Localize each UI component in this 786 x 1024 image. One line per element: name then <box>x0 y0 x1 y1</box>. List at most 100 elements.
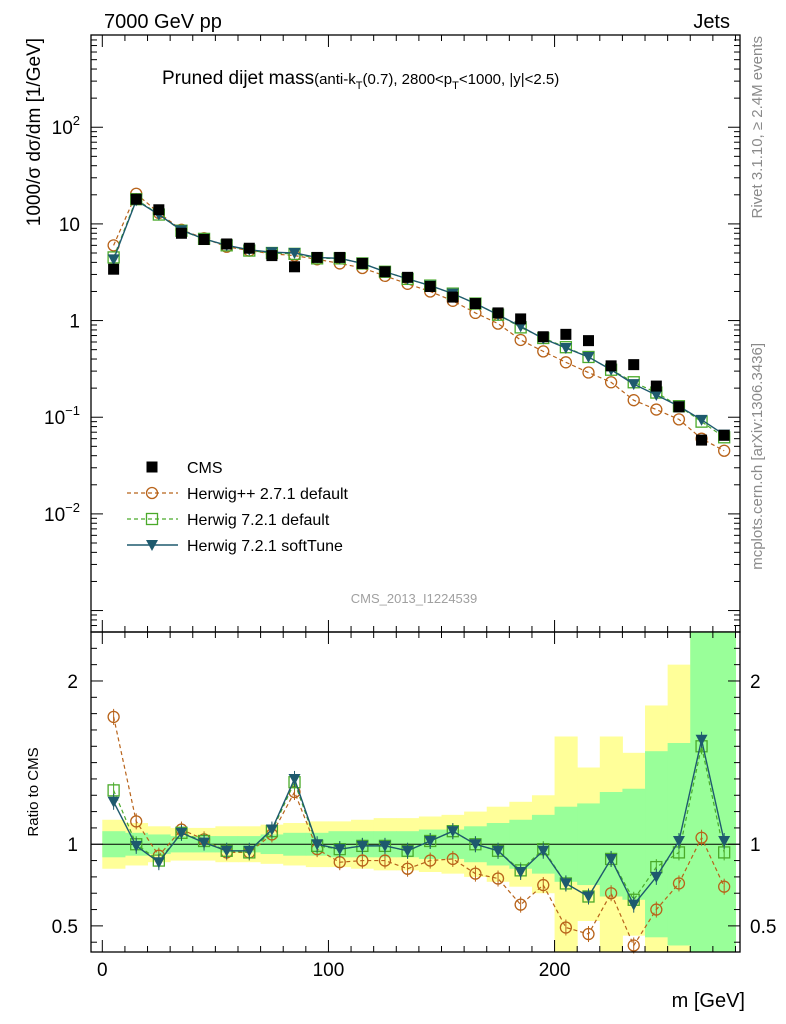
ratio-point-softtune <box>514 867 527 878</box>
plot-title: Pruned dijet mass(anti-kT(0.7), 2800<pT<… <box>162 68 559 92</box>
data-point-cms <box>696 434 708 446</box>
ratio-point-herwigpp <box>356 854 369 867</box>
ratio-point-softtune <box>378 840 391 852</box>
ratio-point-herwigpp <box>650 903 663 916</box>
data-point-cms <box>153 204 165 216</box>
ratio-point-softtune <box>198 837 211 849</box>
ratio-point-softtune <box>175 827 188 839</box>
ratio-point-herwigpp <box>424 854 437 867</box>
legend-label-herwig721: Herwig 7.2.1 default <box>187 512 330 529</box>
legend: CMS Herwig++ 2.7.1 default Herwig 7.2.1 de… <box>127 460 349 555</box>
ratio-point-herwigpp <box>672 877 686 890</box>
legend-marker-cms <box>146 461 158 473</box>
main-ytick-label: 10−1 <box>44 403 80 429</box>
ratio-point-softtune <box>537 845 550 857</box>
ratio-point-softtune <box>152 857 165 869</box>
ratio-ytick-label: 1 <box>67 835 78 856</box>
ratio-point-softtune <box>243 845 256 857</box>
ratio-point-herwigpp <box>514 898 527 911</box>
data-point-cms <box>175 227 187 239</box>
ratio-point-softtune <box>401 845 414 857</box>
ratio-point-softtune <box>627 899 640 911</box>
data-point-cms <box>356 257 368 269</box>
ratio-point-herwigpp <box>378 854 392 867</box>
ratio-line-herwigpp <box>113 716 725 947</box>
ratio-ytick-label-right: 1 <box>750 835 761 856</box>
data-point-cms <box>311 251 323 263</box>
data-point-cms <box>515 313 527 325</box>
data-point-softtune <box>627 379 640 391</box>
series-herwigpp <box>107 187 731 457</box>
data-point-herwigpp <box>537 345 550 358</box>
data-point-cms <box>198 233 210 245</box>
series-softtune <box>107 195 731 441</box>
data-point-herwigpp <box>604 376 618 389</box>
legend-marker-softtune <box>146 540 158 551</box>
title-cuts-sub: T <box>356 80 363 92</box>
data-point-herwigpp <box>672 413 686 426</box>
ratio-point-herwigpp <box>604 887 618 900</box>
title-cuts-2: (0.7), 2800<p <box>363 71 453 88</box>
ratio-point-softtune <box>469 839 482 851</box>
series-cms <box>108 193 730 446</box>
title-cuts-sub2: T <box>452 80 459 92</box>
ratio-point-softtune <box>107 796 120 808</box>
legend-label-softtune: Herwig 7.2.1 softTune <box>187 538 343 555</box>
xaxis-label: m [GeV] <box>672 990 745 1012</box>
ratio-point-herwigpp <box>469 867 482 880</box>
xtick-label: 0 <box>97 960 108 981</box>
mcplots-label: mcplots.cern.ch [arXiv:1306.3436] <box>749 343 766 570</box>
title-main: Pruned dijet mass <box>162 68 314 89</box>
ratio-point-herwigpp <box>446 852 459 866</box>
ratio-ytick-label: 2 <box>67 672 78 693</box>
ratio-point-herwigpp <box>537 878 550 892</box>
data-point-cms <box>266 250 278 262</box>
legend-label-herwigpp: Herwig++ 2.7.1 default <box>187 486 349 503</box>
ratio-point-softtune <box>130 840 143 852</box>
data-point-softtune <box>107 254 120 266</box>
ratio-point-softtune <box>695 734 708 746</box>
data-point-softtune <box>695 414 708 426</box>
xtick-label: 200 <box>539 960 571 981</box>
main-ytick-label: 102 <box>52 113 80 139</box>
ratio-point-softtune <box>672 835 685 847</box>
data-point-herwigpp <box>718 444 731 457</box>
ratio-point-herwigpp <box>491 872 505 885</box>
data-point-cms <box>289 261 301 273</box>
main-ytick-label: 10−2 <box>44 500 80 526</box>
rivet-label: Rivet 3.1.10, ≥ 2.4M events <box>749 36 766 219</box>
data-point-cms <box>402 271 414 283</box>
ratio-point-softtune <box>718 835 731 847</box>
data-point-softtune <box>559 343 572 355</box>
data-point-cms <box>537 331 549 343</box>
data-point-softtune <box>650 389 663 401</box>
ratio-point-softtune <box>265 824 278 836</box>
ratio-point-herwigpp <box>401 862 414 875</box>
ratio-point-herwigpp <box>582 927 595 941</box>
ratio-point-softtune <box>356 840 369 852</box>
ratio-panel-frame <box>90 631 741 953</box>
data-point-cms <box>221 238 233 250</box>
ratio-point-herwigpp <box>130 815 143 828</box>
data-point-herwigpp <box>559 356 573 369</box>
ratio-point-softtune <box>288 773 301 785</box>
ratio-point-herwigpp <box>107 710 120 724</box>
ratio-ytick-label-right: 0.5 <box>750 917 776 938</box>
data-point-cms <box>718 429 730 441</box>
title-cuts-3: <1000, |y|<2.5) <box>459 71 559 88</box>
ratio-ytick-label: 0.5 <box>52 917 78 938</box>
legend-marker-herwigpp <box>145 486 159 500</box>
ratio-band-inner <box>712 632 736 952</box>
data-point-cms <box>379 266 391 278</box>
ratio-ylabel: Ratio to CMS <box>25 747 42 836</box>
ratio-point-herwigpp <box>718 880 731 893</box>
data-point-herwigpp <box>650 403 663 416</box>
ratio-band-inner <box>690 632 714 952</box>
ratio-point-softtune <box>220 845 233 857</box>
data-point-cms <box>469 298 481 310</box>
data-point-cms <box>582 335 594 347</box>
data-point-herwigpp <box>627 394 640 407</box>
energy-label: 7000 GeV pp <box>104 11 222 33</box>
ratio-point-softtune <box>446 826 459 838</box>
